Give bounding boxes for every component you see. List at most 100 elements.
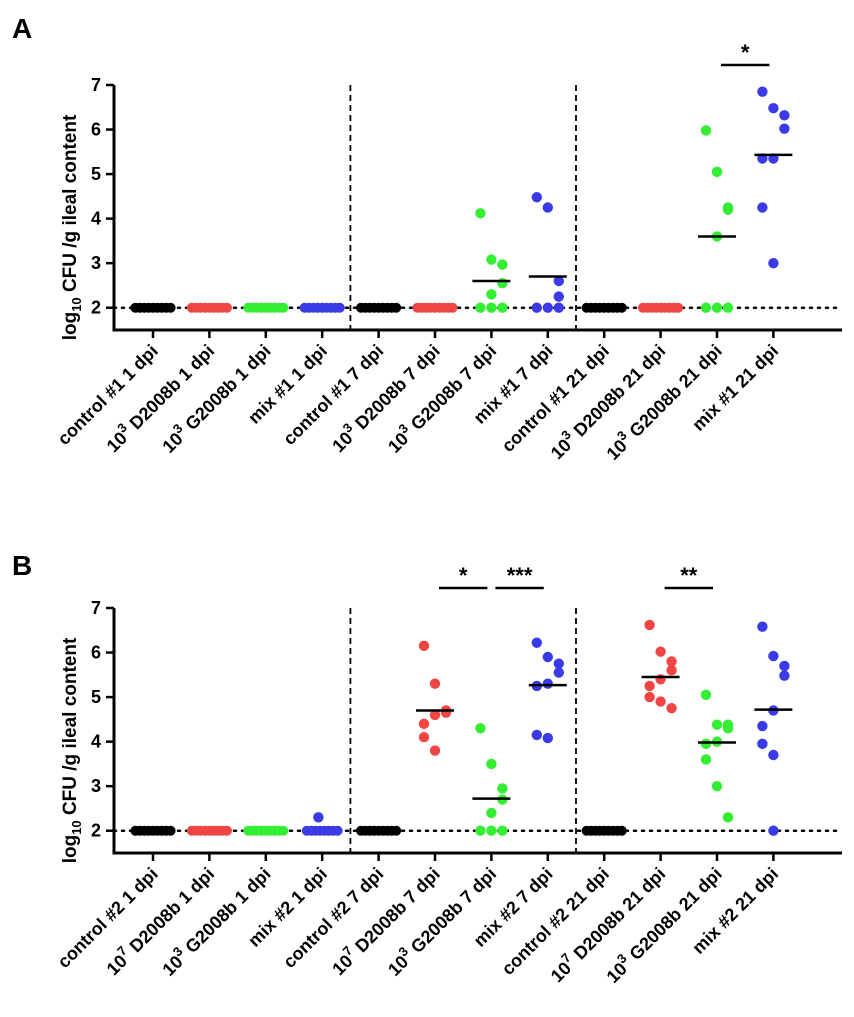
data-point bbox=[666, 656, 677, 667]
data-point bbox=[757, 738, 768, 750]
data-point bbox=[429, 745, 441, 756]
data-point bbox=[779, 123, 790, 134]
data-point bbox=[497, 825, 508, 836]
data-point bbox=[440, 707, 452, 718]
category-label: control #1 21 dpi bbox=[498, 341, 613, 456]
data-point bbox=[553, 291, 564, 302]
data-point bbox=[391, 825, 402, 836]
data-point bbox=[711, 719, 723, 730]
data-point bbox=[722, 302, 734, 313]
data-point bbox=[655, 696, 666, 707]
data-point bbox=[332, 825, 343, 836]
data-point bbox=[222, 825, 232, 836]
data-point bbox=[486, 807, 497, 819]
data-point bbox=[711, 302, 723, 313]
data-point bbox=[553, 302, 564, 313]
data-point bbox=[700, 689, 712, 701]
data-point bbox=[700, 754, 712, 765]
data-point bbox=[757, 86, 768, 97]
data-point bbox=[542, 732, 553, 744]
data-point bbox=[531, 302, 542, 313]
data-point bbox=[334, 302, 345, 313]
data-point bbox=[475, 723, 486, 734]
data-point bbox=[779, 110, 790, 121]
data-point bbox=[700, 738, 712, 750]
y-axis-title-subscript: 10 bbox=[69, 820, 84, 834]
y-axis-title: log10 CFU /g ileal content bbox=[60, 114, 84, 340]
significance-label: *** bbox=[507, 563, 533, 588]
y-tick-label: 4 bbox=[91, 209, 101, 229]
y-axis-title-part: CFU /g ileal content bbox=[60, 114, 81, 297]
significance-label: * bbox=[459, 563, 468, 588]
significance-label: ** bbox=[680, 563, 698, 588]
data-point bbox=[313, 812, 324, 823]
data-point bbox=[722, 204, 734, 215]
y-axis-title: log10 CFU /g ileal content bbox=[60, 637, 84, 863]
data-point bbox=[711, 780, 723, 792]
y-tick-label: 6 bbox=[91, 120, 101, 140]
data-point bbox=[497, 259, 508, 270]
data-point bbox=[666, 703, 677, 714]
data-point bbox=[391, 302, 402, 313]
data-point bbox=[497, 783, 508, 794]
y-tick-label: 2 bbox=[91, 821, 101, 841]
category-label-part: G2008b 21 dpi bbox=[622, 864, 726, 968]
data-point bbox=[475, 825, 486, 836]
data-point bbox=[722, 723, 734, 734]
y-tick-label: 5 bbox=[91, 687, 101, 707]
y-tick-label: 5 bbox=[91, 164, 101, 184]
y-axis-title-part: log bbox=[60, 312, 81, 341]
data-point bbox=[165, 825, 176, 836]
data-point bbox=[278, 825, 289, 836]
data-point bbox=[700, 125, 712, 136]
panel-label: A bbox=[12, 13, 32, 44]
data-point bbox=[768, 257, 779, 269]
y-axis-title-part: log bbox=[60, 835, 81, 864]
data-point bbox=[768, 102, 779, 114]
data-point bbox=[644, 619, 655, 631]
data-point bbox=[768, 749, 779, 761]
data-point bbox=[486, 254, 497, 265]
data-point bbox=[418, 731, 430, 743]
category-label: control #1 1 dpi bbox=[54, 341, 162, 449]
data-point bbox=[497, 302, 508, 313]
data-point bbox=[666, 665, 677, 676]
category-label-part: G2008b 21 dpi bbox=[622, 341, 726, 445]
data-point bbox=[418, 718, 430, 730]
category-label: control #2 7 dpi bbox=[279, 864, 387, 972]
data-point bbox=[531, 637, 542, 648]
y-tick-label: 7 bbox=[91, 598, 101, 618]
data-point bbox=[486, 289, 497, 300]
category-label: control #2 21 dpi bbox=[498, 864, 613, 979]
y-tick-label: 4 bbox=[91, 732, 101, 752]
data-point bbox=[644, 680, 655, 692]
data-point bbox=[757, 202, 768, 213]
data-point bbox=[768, 825, 779, 836]
data-point bbox=[418, 640, 430, 652]
data-point bbox=[542, 678, 553, 689]
data-point bbox=[700, 302, 712, 313]
panel-label: B bbox=[12, 550, 32, 581]
data-point bbox=[486, 825, 497, 836]
data-point bbox=[673, 302, 684, 313]
data-point bbox=[475, 302, 486, 313]
data-point bbox=[711, 166, 723, 178]
y-axis-title-part: CFU /g ileal content bbox=[60, 637, 81, 820]
data-point bbox=[616, 302, 627, 313]
data-point bbox=[757, 621, 768, 632]
data-point bbox=[165, 302, 176, 313]
data-point bbox=[497, 278, 508, 289]
data-point bbox=[722, 812, 734, 823]
y-tick-label: 6 bbox=[91, 643, 101, 663]
data-point bbox=[757, 720, 768, 732]
data-point bbox=[475, 208, 486, 219]
significance-label: * bbox=[741, 40, 750, 65]
y-tick-label: 2 bbox=[91, 298, 101, 318]
data-point bbox=[779, 670, 790, 681]
data-point bbox=[531, 192, 542, 203]
data-point bbox=[222, 302, 232, 313]
data-point bbox=[486, 758, 497, 770]
